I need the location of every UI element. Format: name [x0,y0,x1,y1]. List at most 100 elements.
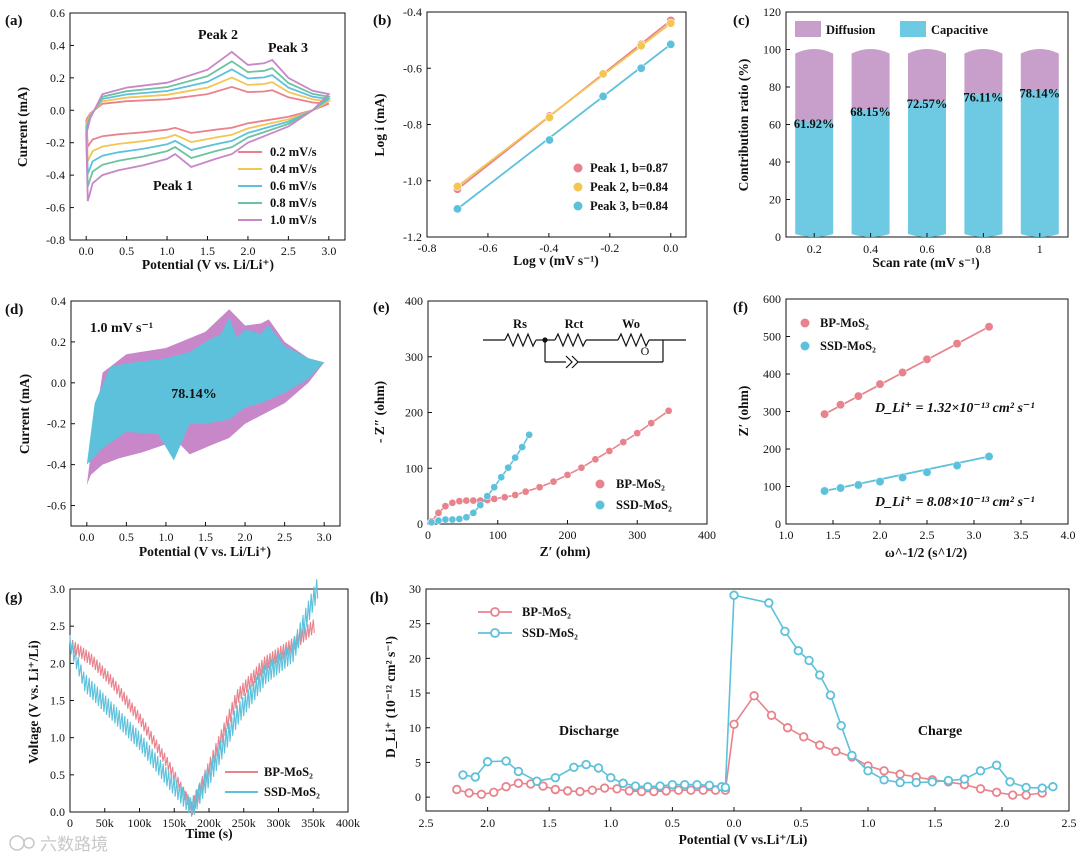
data-point [476,501,485,509]
cv-curve [85,76,332,162]
y-tick-label: 15 [409,686,421,700]
x-axis-label: Potential (V vs. Li/Li⁺) [139,544,271,559]
data-point [922,354,932,364]
x-tick-label: 250k [232,816,256,830]
data-point [815,740,825,750]
annotation-charge: Charge [918,724,962,739]
data-point [482,757,493,767]
data-point [550,784,561,795]
data-point [836,400,845,410]
legend-entry: BP-MoS₂ [264,765,313,779]
watermark-text: 六数路境 [40,835,108,855]
resistor-rct [554,332,587,348]
legend-entry: SSD-MoS₂ [264,785,320,799]
legend-marker [595,500,605,510]
bar-data-label: 78.14% [1019,86,1060,100]
data-point [853,391,863,401]
y-tick-label: 600 [763,292,781,306]
y-tick-label: 5 [415,755,421,769]
data-point [490,483,499,492]
x-axis-label: Z′ (ohm) [540,544,591,559]
y-axis-label: - Z″ (ohm) [372,381,387,443]
data-point [686,785,696,795]
data-point [501,756,511,766]
y-tick-label: -0.4 [47,458,66,472]
x-tick-label: 150k [162,816,186,830]
x-tick-label: 2.0 [995,816,1010,830]
y-tick-label: 2.5 [50,619,65,633]
bar-diffusion [1020,49,1059,91]
data-point [766,710,777,720]
data-point [643,782,653,792]
data-point [922,467,932,477]
data-point [455,497,464,505]
data-point [606,773,616,783]
y-tick-label: 500 [763,330,781,344]
data-point [1005,777,1015,787]
y-tick-label: 40 [769,155,781,169]
data-point [434,508,443,517]
data-point [666,39,676,49]
y-tick-label: 25 [409,617,421,631]
data-point [501,782,511,792]
data-point [563,471,572,479]
circuit-label-rct: Rct [565,317,585,331]
data-point [782,723,793,733]
y-axis-label: Voltage (V vs. Li⁺/Li) [26,640,41,763]
y-tick-label: 0.0 [50,805,65,819]
y-tick-label: 0.6 [50,6,65,20]
data-point [455,515,464,523]
x-tick-label: 1.5 [198,530,213,544]
data-point [1021,790,1031,800]
data-point [577,463,586,472]
data-point [427,518,436,527]
data-point [490,495,499,503]
data-point [469,496,478,505]
x-tick-label: 2.5 [1062,816,1077,830]
x-axis-label: Time (s) [185,826,232,841]
panel-f: 1.0 1.5 2.0 2.5 3.0 3.5 4.0 0 100 200 300 400 500 600… [733,292,1076,560]
data-point [793,646,804,656]
x-tick-label: 3.0 [321,244,336,258]
data-point [1048,782,1058,792]
y-tick-label: 3.0 [50,582,65,596]
y-tick-label: 60 [769,118,781,132]
y-tick-label: 2.0 [50,656,65,670]
legend-entry: BP-MoS₂ [522,605,571,619]
bar-capacitive [964,94,1003,237]
data-point [619,438,628,446]
data-point [518,443,527,451]
data-point [513,766,524,777]
data-point [544,135,554,145]
fit-line [824,325,990,415]
x-tick-label: 3.0 [967,528,982,542]
x-tick-label: 300k [267,816,291,830]
legend-marker [490,628,500,638]
x-tick-label: 1.0 [158,530,173,544]
data-point [1037,783,1047,793]
legend-entry: Peak 3, b=0.84 [590,199,669,213]
x-tick-label: 0 [425,528,431,542]
bar-data-label: 72.57% [907,97,948,111]
resistor-rs [504,332,537,348]
legend-entry: 0.8 mV/s [270,196,317,210]
cv-curve [85,85,330,150]
data-point [667,779,678,790]
panel-label: (g) [5,590,23,606]
legend-entry: SSD-MoS₂ [522,626,578,640]
x-tick-label: 0.0 [79,244,94,258]
data-point [549,477,558,486]
x-tick-label: 400 [698,528,716,542]
y-tick-label: 1.0 [50,731,65,745]
data-point [847,750,857,761]
x-tick-label: 2.5 [920,528,935,542]
cpe-element [565,355,573,369]
data-point [1008,790,1018,800]
data-point [984,452,994,461]
data-point [462,513,471,522]
x-tick-label: 3.0 [317,530,332,544]
x-tick-label: 400k [336,816,360,830]
y-tick-label: 1.5 [50,694,65,708]
watermark: 六数路境 [9,835,108,855]
